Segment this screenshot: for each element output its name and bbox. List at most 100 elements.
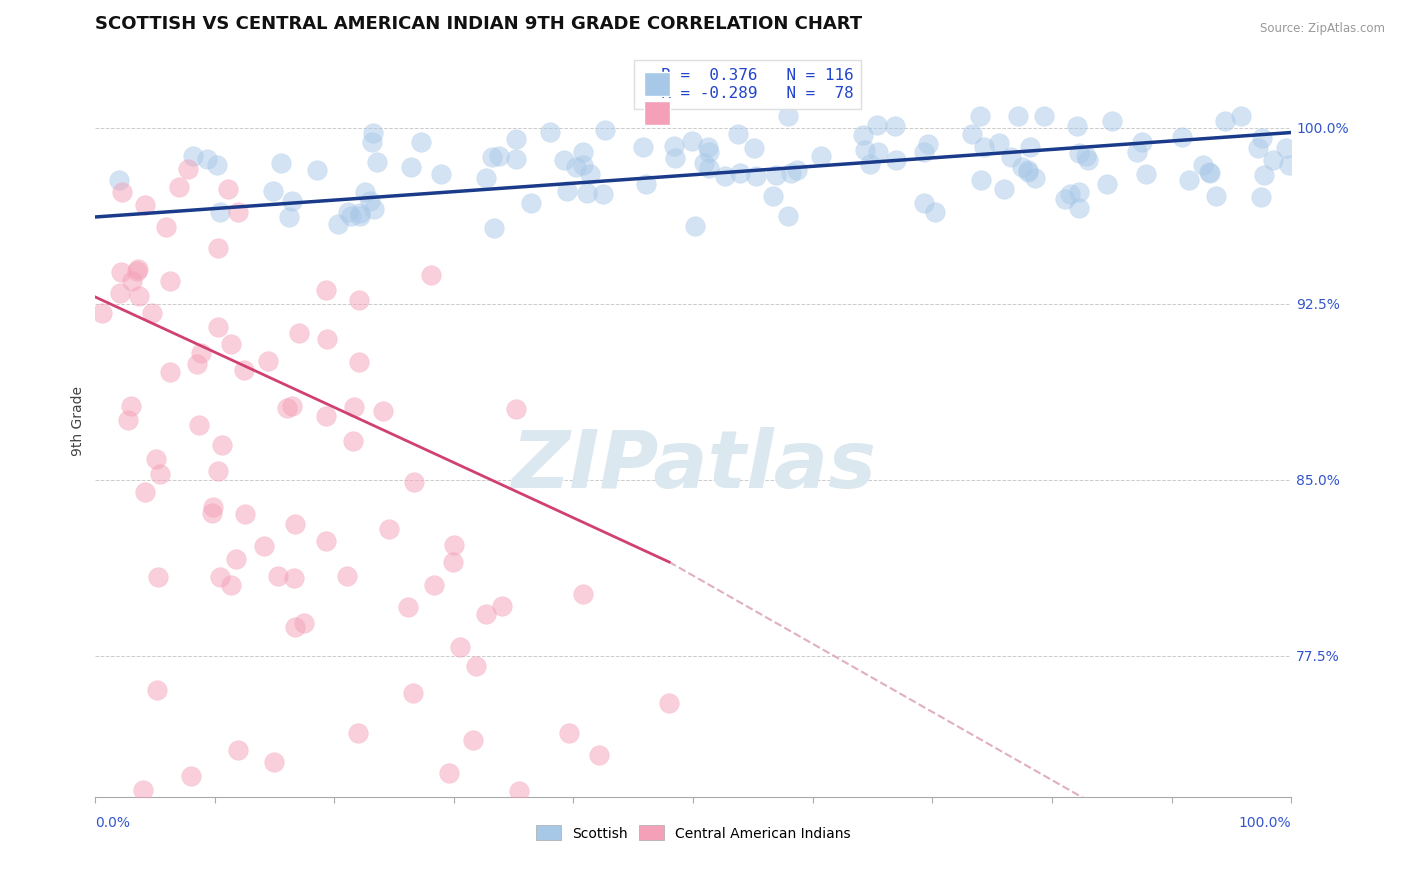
Point — [555, 184, 578, 198]
Point — [664, 151, 686, 165]
Point — [277, 211, 299, 225]
Point — [315, 283, 337, 297]
Point — [558, 726, 581, 740]
Point — [1066, 120, 1088, 134]
Point — [211, 438, 233, 452]
Point — [852, 128, 875, 143]
Point — [1126, 145, 1149, 160]
Point — [262, 184, 284, 198]
Point — [396, 600, 419, 615]
Point — [1171, 130, 1194, 145]
Point — [207, 241, 229, 255]
Point — [361, 136, 384, 150]
Point — [662, 139, 685, 153]
Point — [508, 784, 530, 798]
Point — [575, 186, 598, 201]
Point — [108, 285, 131, 300]
Point — [778, 209, 800, 223]
Point — [347, 726, 370, 740]
Point — [553, 153, 575, 167]
Point — [120, 399, 142, 413]
Point — [866, 118, 889, 132]
Point — [588, 747, 610, 762]
Point — [316, 332, 339, 346]
Point — [1011, 161, 1033, 175]
Point — [263, 755, 285, 769]
Point — [572, 586, 595, 600]
Point — [111, 185, 134, 199]
Point — [402, 475, 425, 489]
Point — [180, 769, 202, 783]
Point — [658, 696, 681, 710]
Point — [1054, 192, 1077, 206]
Point — [810, 149, 832, 163]
Point — [253, 539, 276, 553]
Point — [1130, 135, 1153, 149]
Point — [201, 507, 224, 521]
Point — [270, 156, 292, 170]
Point — [340, 209, 363, 223]
Point — [121, 274, 143, 288]
Point — [363, 202, 385, 217]
Point — [167, 180, 190, 194]
Point — [1278, 158, 1301, 172]
Point — [519, 196, 541, 211]
Point — [159, 365, 181, 379]
Point — [1032, 109, 1054, 123]
Point — [371, 403, 394, 417]
Point — [572, 145, 595, 159]
Point — [491, 599, 513, 613]
Point — [276, 401, 298, 416]
Point — [110, 265, 132, 279]
Point — [475, 170, 498, 185]
Point — [335, 569, 357, 583]
Point — [1199, 165, 1222, 179]
Point — [883, 120, 905, 134]
Point — [1074, 149, 1097, 163]
Point — [1135, 168, 1157, 182]
Point — [90, 306, 112, 320]
Point — [117, 413, 139, 427]
Point — [744, 169, 766, 183]
Point — [1275, 141, 1298, 155]
Point — [449, 640, 471, 655]
Point — [155, 220, 177, 235]
Point — [226, 205, 249, 219]
Point — [482, 221, 505, 235]
Point — [538, 125, 561, 139]
Point — [1077, 153, 1099, 168]
Point — [1069, 145, 1091, 160]
Point — [134, 485, 156, 500]
Point — [488, 149, 510, 163]
Point — [188, 417, 211, 432]
Point — [443, 538, 465, 552]
Bar — [644, 102, 671, 125]
Point — [209, 205, 232, 219]
Point — [307, 163, 329, 178]
Point — [366, 155, 388, 169]
Point — [402, 686, 425, 700]
Point — [146, 683, 169, 698]
Point — [853, 144, 876, 158]
Point — [1007, 109, 1029, 123]
Point — [505, 402, 527, 417]
Point — [315, 533, 337, 548]
Point — [149, 467, 172, 481]
Point — [696, 140, 718, 154]
Point — [1101, 114, 1123, 128]
Point — [419, 268, 441, 282]
Point — [280, 194, 302, 208]
Point — [463, 733, 485, 747]
Point — [1191, 158, 1213, 172]
Point — [730, 165, 752, 179]
Point — [1251, 131, 1274, 145]
Point — [1067, 185, 1090, 199]
Point — [1017, 162, 1039, 177]
Point — [441, 555, 464, 569]
Point — [284, 517, 307, 532]
Point — [342, 434, 364, 448]
Point — [378, 522, 401, 536]
Point — [207, 319, 229, 334]
Point — [1059, 187, 1081, 202]
Text: Source: ZipAtlas.com: Source: ZipAtlas.com — [1260, 22, 1385, 36]
